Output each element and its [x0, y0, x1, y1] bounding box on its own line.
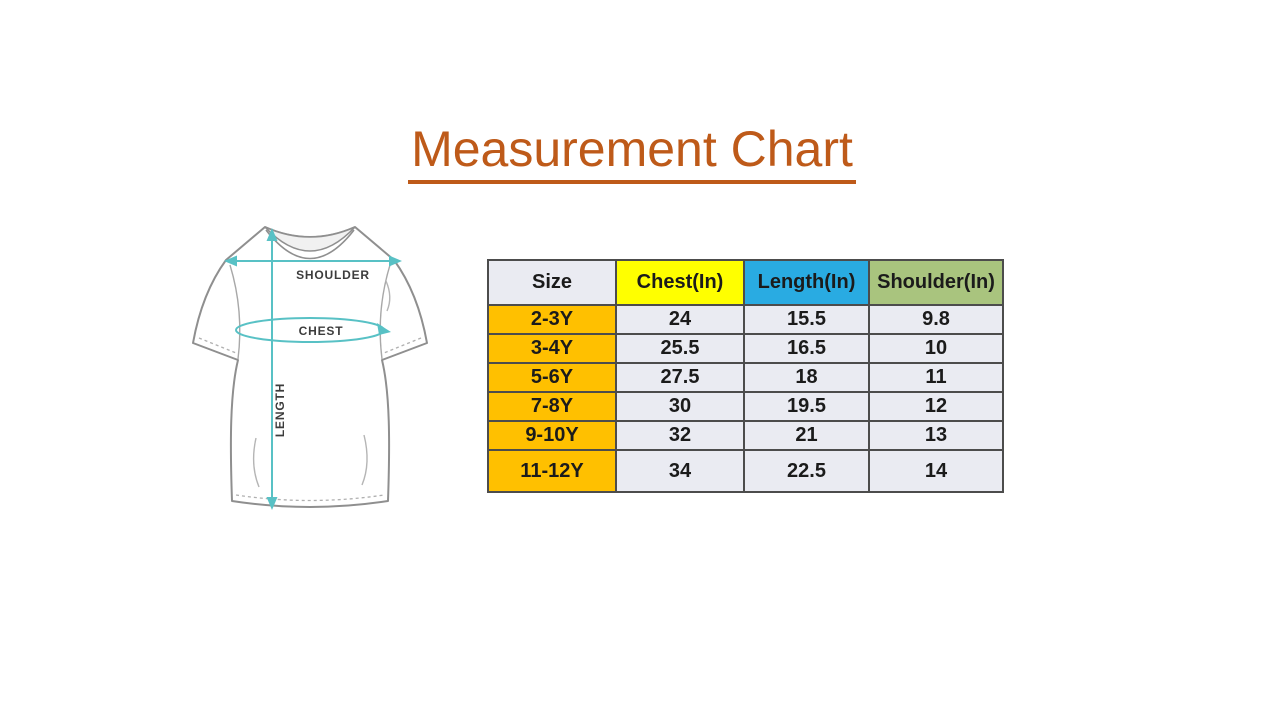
value-cell: 13 — [868, 420, 1004, 451]
collar-band — [264, 226, 356, 252]
value-cell: 27.5 — [615, 362, 745, 393]
value-cell: 14 — [868, 449, 1004, 493]
page-title-text: Measurement Chart — [408, 121, 856, 184]
tshirt-outline — [192, 226, 428, 508]
value-cell: 34 — [615, 449, 745, 493]
value-cell: 12 — [868, 391, 1004, 422]
value-cell: 25.5 — [615, 333, 745, 364]
table-row: 2-3Y 24 15.5 9.8 — [487, 304, 1004, 335]
chest-measure-ellipse — [235, 317, 391, 343]
shoulder-measure-arrow — [224, 255, 402, 267]
shoulder-label: SHOULDER — [296, 268, 370, 282]
value-cell: 9.8 — [868, 304, 1004, 335]
column-header-size: Size — [487, 259, 617, 306]
column-header-length: Length(In) — [743, 259, 870, 306]
value-cell: 22.5 — [743, 449, 870, 493]
table-row: 7-8Y 30 19.5 12 — [487, 391, 1004, 422]
size-cell: 11-12Y — [487, 449, 617, 493]
page-title: Measurement Chart — [0, 121, 1280, 184]
table-row: 5-6Y 27.5 18 11 — [487, 362, 1004, 393]
value-cell: 32 — [615, 420, 745, 451]
table-row: 9-10Y 32 21 13 — [487, 420, 1004, 451]
value-cell: 18 — [743, 362, 870, 393]
value-cell: 11 — [868, 362, 1004, 393]
measurement-table: Size Chest(In) Length(In) Shoulder(In) 2-3Y… — [487, 259, 1004, 493]
column-header-chest: Chest(In) — [615, 259, 745, 306]
size-cell: 3-4Y — [487, 333, 617, 364]
table-row: 3-4Y 25.5 16.5 10 — [487, 333, 1004, 364]
size-cell: 7-8Y — [487, 391, 617, 422]
table-body: 2-3Y 24 15.5 9.8 3-4Y 25.5 16.5 10 5-6Y 27.5 18 11 7… — [487, 304, 1004, 493]
value-cell: 24 — [615, 304, 745, 335]
value-cell: 15.5 — [743, 304, 870, 335]
tshirt-diagram: SHOULDER LENGTH CHEST — [192, 226, 428, 510]
size-cell: 9-10Y — [487, 420, 617, 451]
value-cell: 21 — [743, 420, 870, 451]
table-header: Size Chest(In) Length(In) Shoulder(In) — [487, 259, 1004, 306]
column-header-shoulder: Shoulder(In) — [868, 259, 1004, 306]
value-cell: 16.5 — [743, 333, 870, 364]
size-cell: 5-6Y — [487, 362, 617, 393]
value-cell: 10 — [868, 333, 1004, 364]
table-row: 11-12Y 34 22.5 14 — [487, 449, 1004, 493]
length-measure-arrow — [266, 228, 278, 510]
length-label: LENGTH — [273, 383, 287, 437]
header-row: Size Chest(In) Length(In) Shoulder(In) — [487, 259, 1004, 306]
chest-label: CHEST — [299, 324, 344, 338]
size-cell: 2-3Y — [487, 304, 617, 335]
value-cell: 30 — [615, 391, 745, 422]
value-cell: 19.5 — [743, 391, 870, 422]
